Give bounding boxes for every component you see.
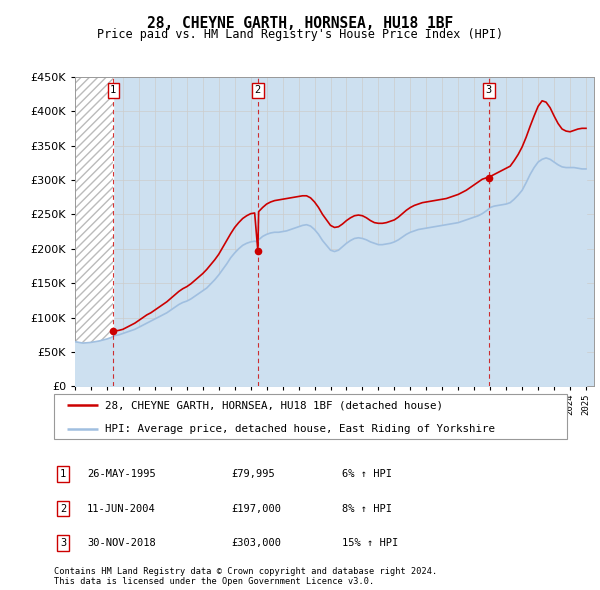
Text: £197,000: £197,000 (231, 504, 281, 513)
Text: Price paid vs. HM Land Registry's House Price Index (HPI): Price paid vs. HM Land Registry's House … (97, 28, 503, 41)
Text: 1: 1 (110, 86, 116, 96)
Text: 2: 2 (255, 86, 261, 96)
Text: 3: 3 (60, 538, 66, 548)
Text: 28, CHEYNE GARTH, HORNSEA, HU18 1BF (detached house): 28, CHEYNE GARTH, HORNSEA, HU18 1BF (det… (106, 401, 443, 411)
Text: 3: 3 (486, 86, 492, 96)
Bar (75, 77, 113, 386)
Text: 8% ↑ HPI: 8% ↑ HPI (342, 504, 392, 513)
Text: 28, CHEYNE GARTH, HORNSEA, HU18 1BF: 28, CHEYNE GARTH, HORNSEA, HU18 1BF (147, 16, 453, 31)
FancyBboxPatch shape (54, 395, 567, 438)
Text: 1: 1 (60, 470, 66, 479)
Text: £303,000: £303,000 (231, 538, 281, 548)
Text: 2: 2 (60, 504, 66, 513)
Text: Contains HM Land Registry data © Crown copyright and database right 2024.: Contains HM Land Registry data © Crown c… (54, 566, 437, 576)
Text: £79,995: £79,995 (231, 470, 275, 479)
Text: 11-JUN-2004: 11-JUN-2004 (87, 504, 156, 513)
Bar (75, 77, 113, 386)
Text: This data is licensed under the Open Government Licence v3.0.: This data is licensed under the Open Gov… (54, 576, 374, 586)
Text: 30-NOV-2018: 30-NOV-2018 (87, 538, 156, 548)
Text: 6% ↑ HPI: 6% ↑ HPI (342, 470, 392, 479)
Text: HPI: Average price, detached house, East Riding of Yorkshire: HPI: Average price, detached house, East… (106, 424, 496, 434)
Text: 15% ↑ HPI: 15% ↑ HPI (342, 538, 398, 548)
Text: 26-MAY-1995: 26-MAY-1995 (87, 470, 156, 479)
